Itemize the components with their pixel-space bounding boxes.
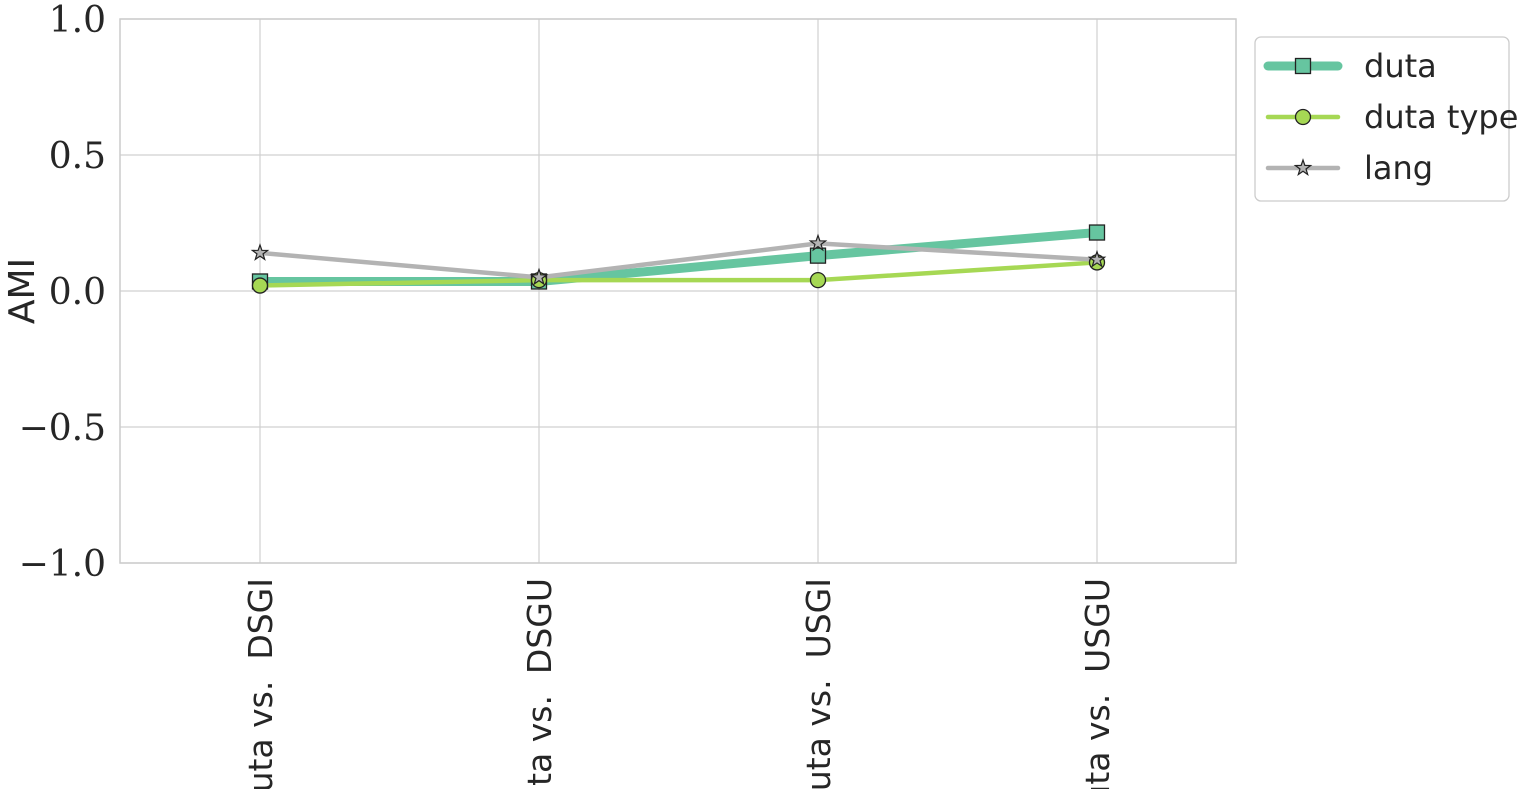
y-tick-labels: 1.0 0.5 0.0 −0.5 −1.0: [19, 0, 106, 585]
series-lines: [250, 224, 1107, 294]
x-tick-label: duta vs. USGU: [1078, 578, 1117, 789]
series-duta: [255, 228, 1102, 286]
circle-marker: [809, 271, 827, 289]
y-tick-label: −0.5: [19, 408, 106, 449]
star-marker: [1293, 158, 1313, 176]
star-marker: [1087, 249, 1107, 268]
star-marker: [808, 233, 828, 252]
x-tick-label: duta vs. DSGI: [241, 578, 280, 789]
square-marker: [809, 247, 827, 264]
y-tick-label: 0.5: [49, 136, 106, 177]
x-tick-labels: duta vs. DSGI duta vs. DSGU duta vs. USGI d…: [241, 578, 1117, 789]
circle-marker: [251, 277, 269, 294]
legend-label: duta type: [1364, 98, 1517, 136]
markers-lang: [250, 233, 1107, 286]
square-marker: [1294, 57, 1312, 75]
legend-label: lang: [1364, 149, 1433, 187]
series-lang: [257, 241, 1100, 280]
legend-entry: duta: [1263, 47, 1437, 85]
series-line: [257, 241, 1100, 280]
legend-entry: duta type: [1265, 98, 1517, 136]
y-tick-label: −1.0: [19, 544, 106, 585]
circle-marker: [1294, 108, 1312, 126]
series-duta-type: [257, 260, 1100, 288]
series-line: [257, 260, 1100, 288]
square-marker: [1088, 224, 1106, 241]
grid-lines: [120, 18, 1236, 564]
legend-entry: lang: [1265, 149, 1433, 187]
y-axis-title: AMI: [2, 258, 43, 324]
star-marker: [250, 243, 270, 261]
legend: duta duta type lang: [1254, 36, 1517, 202]
legend-frame: [1254, 36, 1510, 202]
plot-area-frame: [119, 18, 1237, 564]
x-tick-label: duta vs. USGI: [799, 578, 838, 789]
y-tick-label: 1.0: [49, 0, 106, 41]
x-tick-label: duta vs. DSGU: [520, 578, 559, 789]
legend-label: duta: [1364, 47, 1437, 85]
series-line: [255, 228, 1102, 286]
star-marker: [529, 267, 549, 286]
y-tick-label: 0.0: [49, 272, 106, 313]
